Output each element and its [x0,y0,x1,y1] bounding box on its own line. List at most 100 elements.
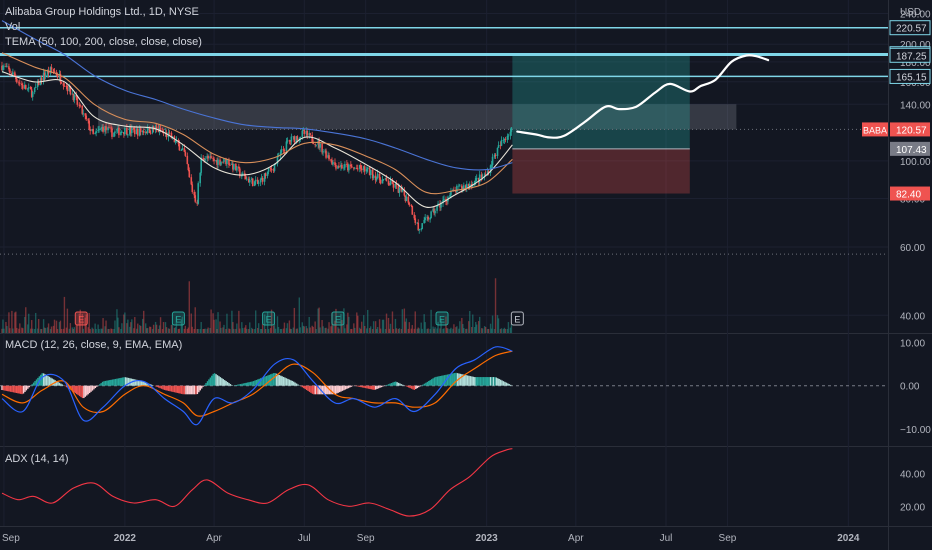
macd-histogram-bar [90,385,92,392]
macd-histogram-bar [340,385,342,392]
macd-histogram-bar [481,377,483,386]
volume-bar [69,323,72,333]
volume-bar [335,308,337,333]
time-tick-1: 2022 [114,533,137,544]
macd-histogram-bar [304,385,306,390]
macd-histogram-bar [107,380,110,386]
candle-body [50,67,53,70]
volume-bar [209,327,211,333]
volume-bar [191,326,193,333]
volume-bar [394,318,397,333]
macd-histogram-bar [100,383,102,386]
candle-body [174,140,177,143]
macd-histogram-bar [156,385,158,387]
volume-bar [174,327,177,333]
adx-tick-1: 20.00 [900,502,925,513]
candle-body [298,138,301,140]
candle-body [282,149,285,151]
volume-bar [37,318,40,333]
macd-histogram-bar [51,378,53,386]
candle-body [231,163,233,165]
price-tick-60: 60.00 [900,243,925,254]
macd-histogram-bar [373,385,375,390]
candle-body [43,72,46,77]
volume-bar [408,322,411,333]
volume-bar [91,327,93,333]
volume-bar [486,328,489,333]
candle-body [391,180,394,184]
candle-body [196,201,199,204]
macd-histogram-bar [395,381,397,386]
volume-bar [249,322,251,333]
volume-bar [40,328,43,333]
candle-body [9,69,11,73]
candle-body [379,179,382,184]
candle-body [450,191,452,196]
macd-histogram-bar [81,385,84,399]
macd-histogram-bar [137,380,140,386]
volume-bar [360,328,362,333]
candle-body [487,171,490,174]
volume-bar [173,327,176,333]
candle-body [111,128,113,137]
macd-histogram-bar [170,385,173,392]
tema-line-tema-50 [1,71,513,208]
candle-body [289,140,292,142]
candle-body [85,115,88,120]
volume-bar [466,328,468,333]
macd-histogram-bar [129,378,131,386]
volume-bar [157,328,160,333]
macd-histogram-bar [19,385,22,394]
volume-bar [347,312,349,333]
time-tick-5: 2023 [475,533,498,544]
candle-body [359,165,362,169]
volume-bar [274,328,277,333]
volume-bar [60,328,63,333]
macd-histogram-bar [80,385,82,398]
candle-body [207,156,209,159]
macd-histogram-bar [76,385,78,395]
volume-bar [134,317,136,333]
macd-histogram-bar [96,385,98,387]
candle-body [87,119,90,121]
earnings-marker-label-5: E [514,315,520,325]
candle-body [458,185,460,187]
volume-bar [105,320,107,333]
candle-body [217,159,219,165]
candle-body [500,140,503,146]
candle-body [15,75,17,79]
volume-bar [59,320,62,333]
level-label-box-220.57 [889,20,931,36]
macd-histogram-bar [282,376,285,386]
macd-histogram-bar [41,373,43,386]
volume-bar [85,314,87,333]
macd-histogram-bar [497,378,499,386]
macd-histogram-bar [432,378,434,386]
candle-body [12,72,14,75]
candle-body [509,131,512,136]
macd-histogram-bar [429,380,431,386]
volume-bar [398,328,401,333]
volume-bar [439,328,441,333]
macd-histogram-bar [222,379,224,386]
candle-body [449,195,451,197]
candle-body [497,145,500,148]
candle-body [301,130,304,137]
macd-histogram-bar [399,383,401,386]
candle-body [155,126,158,129]
level-label-box-187.25 [889,47,931,63]
volume-bar [374,321,377,333]
macd-histogram-bar [78,385,81,397]
volume-bar [107,328,109,333]
volume-bar [149,326,152,333]
candle-body [347,164,349,171]
macd-histogram-bar [124,377,127,386]
volume-bar [341,319,343,333]
macd-histogram-bar [32,382,35,386]
time-tick-8: Sep [719,533,737,544]
volume-bar [76,324,79,333]
candle-body [374,175,377,181]
candle-body [426,216,428,218]
macd-histogram-bar [121,377,124,386]
